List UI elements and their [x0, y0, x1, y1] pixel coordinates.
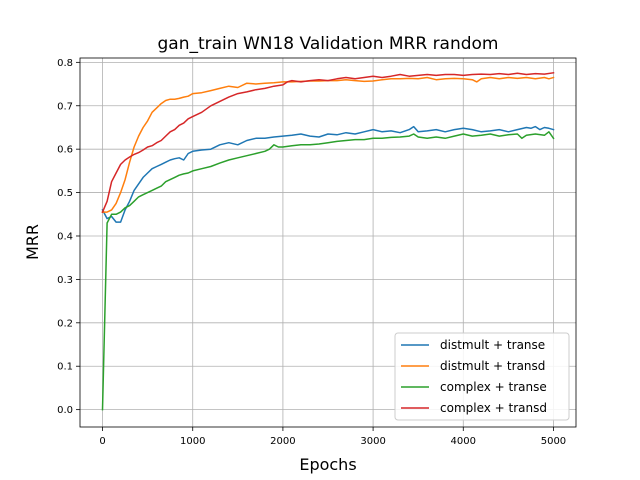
x-tick-label: 2000 [270, 436, 295, 447]
series-line-2 [101, 76, 555, 213]
x-tick-label: 1000 [180, 436, 205, 447]
y-tick-label: 0.4 [57, 231, 73, 242]
legend-label-1: distmult + transe [440, 338, 545, 352]
grid [80, 58, 576, 427]
x-tick-label: 4000 [451, 436, 476, 447]
y-tick-label: 0.5 [57, 188, 73, 199]
y-tick-label: 0.3 [57, 275, 73, 286]
y-tick-label: 0.2 [57, 318, 73, 329]
y-axis-label: MRR [23, 224, 42, 260]
y-tick-label: 0.8 [57, 58, 73, 69]
series-line-1 [101, 125, 555, 223]
plot-frame [79, 57, 577, 428]
y-tick-label: 0.7 [57, 101, 73, 112]
y-tick-label: 0.0 [57, 405, 73, 416]
y-tick-label: 0.6 [57, 145, 73, 156]
series-line-3 [101, 131, 555, 411]
plot-lines [101, 71, 555, 411]
legend-frame [394, 332, 570, 421]
legend-label-3: complex + transe [440, 380, 547, 394]
series-line-4 [101, 71, 555, 214]
legend-label-4: complex + transd [440, 401, 547, 415]
legend-label-2: distmult + transd [440, 359, 545, 373]
x-tick-label: 0 [99, 436, 105, 447]
axis-ticks: 0 1000 2000 3000 4000 5000 0.0 0.1 0.2 0.3 0.4 0.5 0… [57, 58, 566, 447]
y-tick-label: 0.1 [57, 362, 73, 373]
x-axis-label: Epochs [299, 455, 356, 474]
chart-title: gan_train WN18 Validation MRR random [158, 34, 499, 54]
x-tick-label: 5000 [541, 436, 566, 447]
legend: distmult + transe distmult + transd comple… [394, 332, 570, 421]
x-tick-label: 3000 [360, 436, 385, 447]
